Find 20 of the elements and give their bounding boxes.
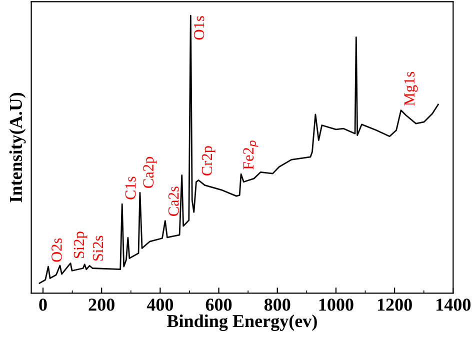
x-tick-label: 600 bbox=[206, 298, 232, 311]
annotation: Fe2$_{p}$ bbox=[243, 140, 258, 170]
x-tick-label: 1000 bbox=[319, 298, 354, 311]
x-tick-label: 1400 bbox=[436, 298, 471, 311]
annotation: Ca2s bbox=[168, 186, 179, 216]
annotation: C1s bbox=[125, 176, 136, 200]
annotation: Si2s bbox=[92, 236, 104, 261]
annotation: O2s bbox=[52, 238, 62, 262]
annotation: Ca2p bbox=[143, 156, 157, 188]
annotation: O1s bbox=[194, 16, 204, 40]
x-tick-label: 1200 bbox=[378, 298, 412, 311]
x-tick-label: 0 bbox=[39, 298, 47, 311]
annotation: Si2p bbox=[74, 232, 88, 258]
x-tick-label: 400 bbox=[146, 298, 174, 311]
y-axis-title: Intensity(A.U) bbox=[9, 92, 26, 202]
x-tick-label: 200 bbox=[88, 298, 114, 311]
x-axis-title: Binding Energy(ev) bbox=[167, 314, 317, 331]
annotation: Mg1s bbox=[404, 72, 418, 106]
x-tick-label: 800 bbox=[264, 298, 290, 311]
annotation: Cr2p bbox=[202, 146, 216, 176]
